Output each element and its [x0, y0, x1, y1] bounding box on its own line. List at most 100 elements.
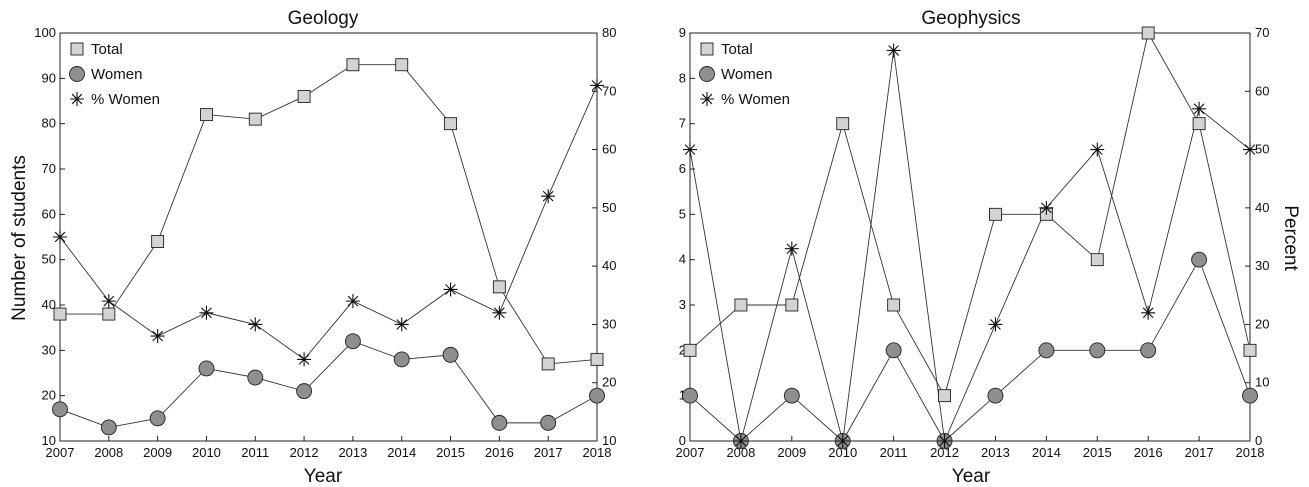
- geology-y-axis-label: Number of students: [9, 155, 30, 321]
- geology-y-tick-label: 80: [42, 116, 56, 131]
- geology-y2-tick-label: 60: [602, 142, 616, 157]
- geophysics-y-tick-label: 2: [679, 342, 686, 357]
- geophysics-y2-axis-label: Percent: [1280, 205, 1301, 271]
- geology-point-square: [395, 58, 409, 72]
- geology-point-circle: [100, 419, 117, 436]
- geology-series-line-star: [59, 85, 598, 361]
- geology-point-circle: [344, 333, 361, 350]
- geophysics-point-circle: [1191, 251, 1208, 268]
- geophysics-point-star: [1141, 305, 1156, 320]
- geology-point-square: [151, 235, 165, 248]
- geophysics-point-star: [835, 434, 850, 448]
- geology-point-star: [101, 294, 116, 309]
- geology-point-star: [541, 189, 556, 204]
- geophysics-y-tick-label: 4: [679, 252, 686, 267]
- geophysics-point-circle: [1038, 342, 1055, 359]
- geology-x-tick-label: 2016: [485, 445, 514, 460]
- geophysics-point-square: [989, 207, 1002, 221]
- geophysics-point-circle: [1242, 387, 1258, 404]
- geophysics-x-axis-label: Year: [952, 466, 991, 487]
- geology-x-axis-label: Year: [304, 466, 343, 487]
- geology-point-star: [248, 317, 263, 332]
- geophysics-point-square: [1192, 117, 1206, 131]
- geophysics-point-star: [1039, 200, 1054, 215]
- geology-x-tick-label: 2014: [387, 445, 416, 460]
- geophysics-point-circle: [987, 387, 1004, 404]
- geophysics-series-line-square: [689, 31, 1251, 397]
- geophysics-x-tick-label: 2009: [777, 445, 806, 460]
- geology-point-square: [346, 58, 360, 72]
- geology-point-star: [590, 78, 604, 93]
- geology-y2-tick-label: 50: [602, 200, 616, 215]
- geophysics-point-square: [683, 343, 697, 357]
- geology-x-tick-label: 2018: [583, 445, 612, 460]
- geology-x-tick-label: 2007: [46, 445, 75, 460]
- geology-y-tick-label: 60: [42, 206, 56, 221]
- geology-y2-tick-label: 70: [602, 83, 616, 98]
- geophysics-x-tick-label: 2018: [1236, 445, 1265, 460]
- geophysics-x-tick-label: 2010: [828, 445, 857, 460]
- geophysics-point-square: [887, 298, 901, 312]
- geophysics-point-circle: [783, 387, 800, 404]
- geology-x-tick-label: 2013: [338, 445, 367, 460]
- geophysics-y-tick-label: 5: [679, 206, 686, 221]
- geology-point-circle: [52, 401, 68, 418]
- geology-point-square: [53, 307, 67, 321]
- geophysics-point-circle: [682, 387, 698, 404]
- geophysics-x-tick-label: 2008: [726, 445, 755, 460]
- geology-x-tick-label: 2009: [143, 445, 172, 460]
- geophysics-point-circle: [1089, 342, 1106, 359]
- geophysics-y2-tick-label: 30: [1255, 258, 1269, 273]
- geophysics-point-star: [683, 142, 697, 157]
- geophysics-point-star: [1192, 101, 1207, 116]
- geophysics-y-tick-label: 7: [679, 116, 686, 131]
- geophysics-point-square: [1090, 253, 1104, 267]
- geology-y-tick-label: 40: [42, 297, 56, 312]
- geology-x-tick-label: 2008: [94, 445, 123, 460]
- geophysics-x-tick-label: 2014: [1032, 445, 1061, 460]
- geophysics-x-tick-label: 2013: [981, 445, 1010, 460]
- geophysics-x-tick-label: 2016: [1134, 445, 1163, 460]
- geophysics-series-line-star: [689, 50, 1251, 443]
- geology-point-circle: [296, 383, 313, 400]
- geophysics-point-star: [937, 434, 952, 448]
- geology-y-tick-label: 20: [42, 388, 56, 403]
- geology-series-line-circle: [59, 340, 598, 428]
- geology-point-square: [541, 357, 555, 371]
- geology-point-circle: [589, 387, 605, 404]
- geology-point-square: [492, 280, 506, 294]
- geology-y2-tick-label: 10: [602, 433, 616, 448]
- geology-point-circle: [540, 414, 557, 431]
- geophysics-x-tick-label: 2017: [1185, 445, 1214, 460]
- geology-legend-label: Total: [91, 41, 123, 58]
- geology-legend-marker-square: [70, 42, 84, 56]
- geophysics-y2-tick-label: 40: [1255, 200, 1269, 215]
- geophysics-point-star: [1090, 142, 1105, 157]
- geophysics-x-tick-label: 2015: [1083, 445, 1112, 460]
- geology-x-tick-label: 2017: [534, 445, 563, 460]
- geophysics-x-tick-label: 2011: [880, 445, 908, 460]
- geology-point-circle: [149, 410, 166, 427]
- geophysics-point-star: [733, 434, 748, 448]
- geology-legend-label: % Women: [91, 91, 160, 108]
- geophysics-title: Geophysics: [921, 8, 1020, 29]
- geology-point-square: [102, 307, 116, 321]
- geology-legend-label: Women: [91, 66, 142, 83]
- geophysics-y2-tick-label: 20: [1255, 316, 1269, 331]
- geophysics-legend-marker-star: [700, 92, 714, 106]
- geology-point-star: [394, 317, 409, 332]
- geophysics-y-tick-label: 3: [679, 297, 686, 312]
- geology-y-tick-label: 70: [42, 161, 56, 176]
- geophysics-point-square: [785, 298, 799, 312]
- geophysics-y2-tick-label: 60: [1255, 83, 1269, 98]
- geology-point-circle: [393, 351, 410, 368]
- geology-y-tick-label: 90: [42, 70, 56, 85]
- geology-y-tick-label: 30: [42, 342, 56, 357]
- geology-y-tick-label: 100: [34, 25, 56, 40]
- geophysics-legend-label: Women: [721, 66, 772, 83]
- geology-series-line-square: [60, 64, 598, 365]
- geophysics-y-tick-label: 6: [679, 161, 686, 176]
- geophysics-series-line-circle: [689, 258, 1251, 442]
- geology-point-star: [443, 282, 458, 297]
